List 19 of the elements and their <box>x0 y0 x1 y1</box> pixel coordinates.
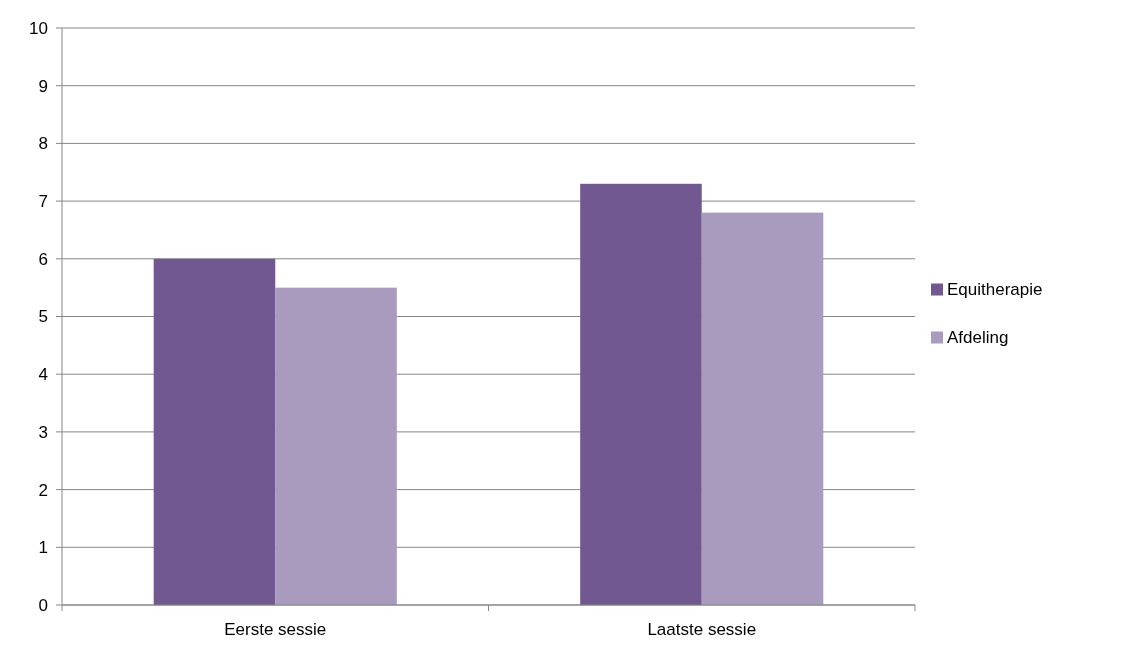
x-tick-label: Laatste sessie <box>647 620 757 639</box>
y-tick-label: 4 <box>38 365 48 385</box>
legend-label: Equitherapie <box>947 280 1043 300</box>
y-tick-label: 7 <box>38 192 48 212</box>
y-tick-label: 2 <box>38 480 48 500</box>
y-tick-label: 9 <box>38 76 48 96</box>
y-tick-label: 10 <box>29 18 48 38</box>
y-tick-label: 6 <box>38 249 48 269</box>
y-tick-label: 3 <box>38 422 48 442</box>
y-tick-label: 5 <box>38 307 48 327</box>
bar <box>701 212 824 605</box>
y-tick-label: 8 <box>38 134 48 154</box>
bar <box>580 183 702 605</box>
y-tick-label: 1 <box>38 538 48 558</box>
bar <box>153 258 276 605</box>
y-tick-label: 0 <box>38 595 48 615</box>
legend-label: Afdeling <box>947 328 1009 348</box>
bar <box>275 287 397 605</box>
x-tick-label: Eerste sessie <box>224 620 327 639</box>
